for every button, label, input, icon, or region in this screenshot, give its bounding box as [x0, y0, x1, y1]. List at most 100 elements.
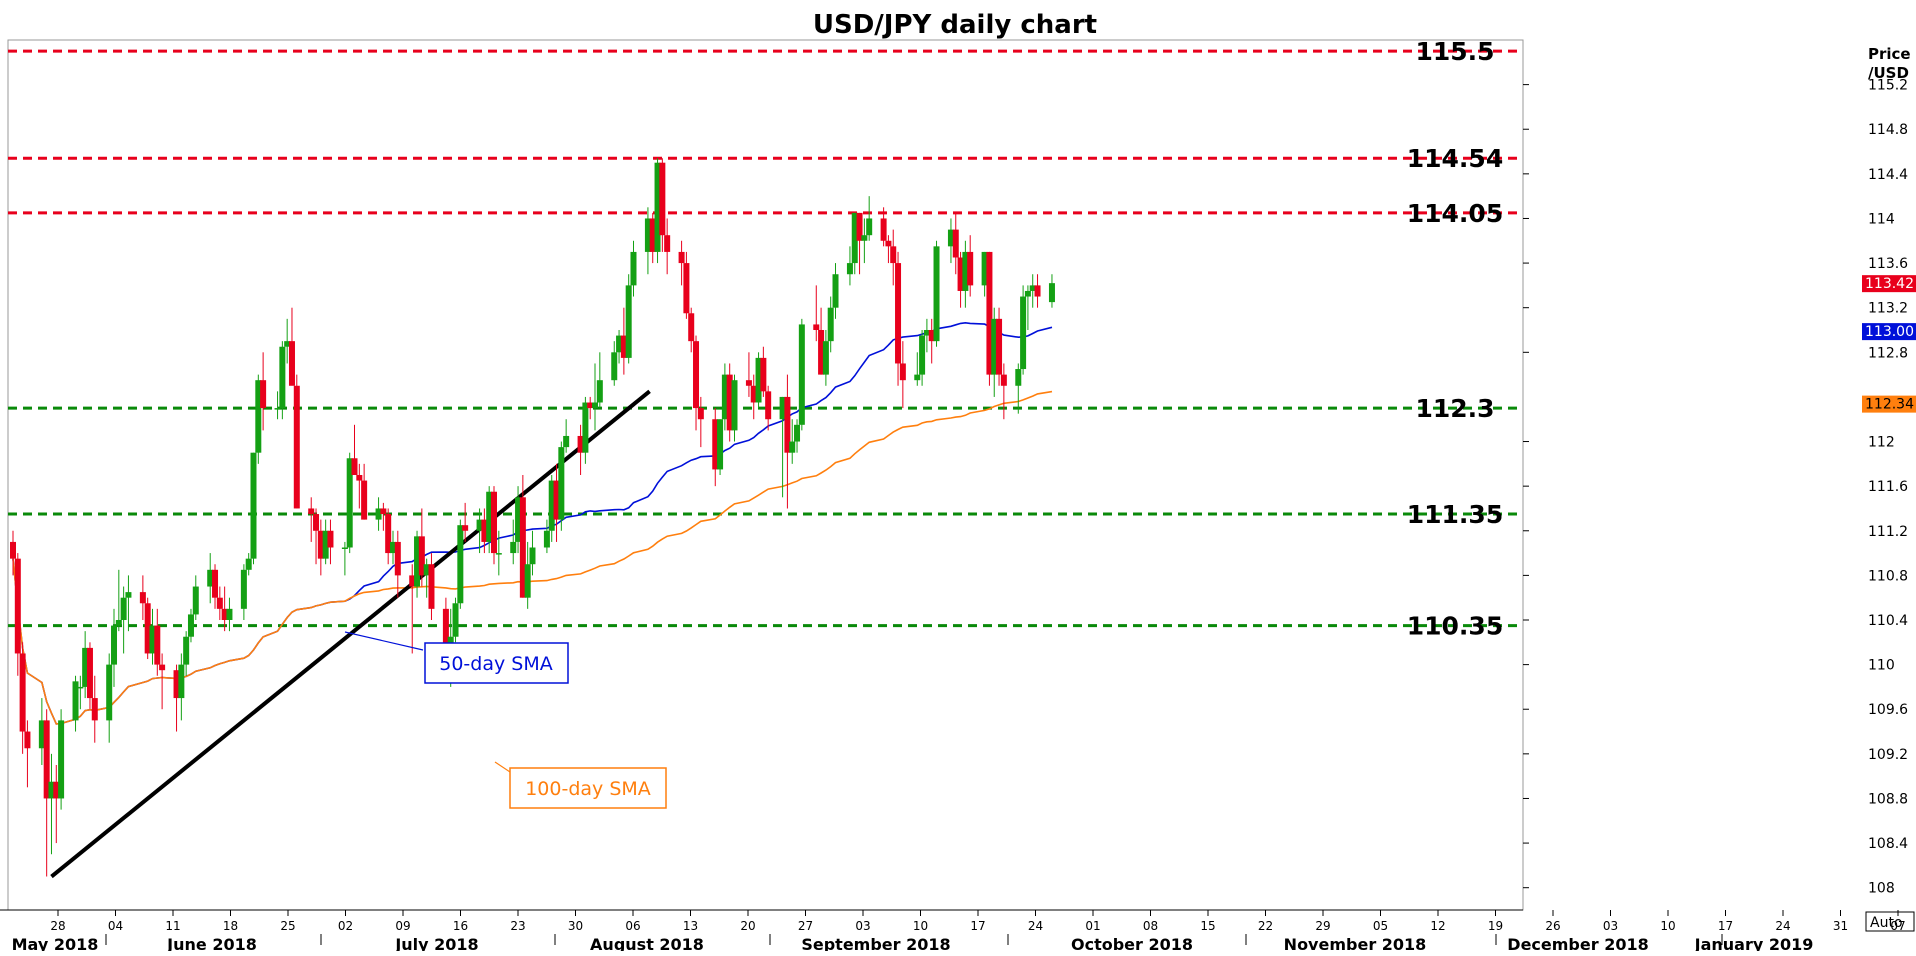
candle-body	[341, 547, 348, 549]
candle	[592, 363, 599, 431]
candle-body	[154, 625, 161, 665]
candle	[563, 419, 570, 453]
x-tick-label: 23	[510, 919, 525, 933]
y-tick-label: 115.2	[1868, 78, 1908, 94]
level-label: 111.35	[1407, 500, 1503, 529]
candle-body	[654, 162, 661, 252]
candle-body	[476, 519, 483, 531]
candle	[952, 212, 959, 275]
candle	[693, 335, 700, 431]
candle-body	[697, 408, 704, 420]
candle	[947, 218, 954, 264]
candle	[760, 346, 767, 397]
price-badge-label: 113.42	[1865, 276, 1914, 292]
candle-body	[952, 229, 959, 258]
candle-body	[125, 592, 132, 598]
x-tick-label: 27	[798, 919, 813, 933]
x-tick-label: 18	[223, 919, 238, 933]
candle	[577, 424, 584, 475]
candle	[48, 753, 55, 855]
candle-body	[48, 781, 55, 799]
candle	[683, 251, 690, 319]
candle	[625, 274, 632, 364]
candle	[861, 218, 868, 264]
level-label: 112.3	[1415, 394, 1494, 423]
candle	[856, 212, 863, 275]
candle	[327, 519, 334, 565]
candle	[582, 396, 589, 464]
candle-body	[409, 575, 416, 587]
candle-body	[216, 597, 223, 609]
candle	[226, 597, 233, 632]
candle-body	[529, 547, 536, 565]
candle-body	[933, 246, 940, 342]
candle-body	[649, 218, 656, 252]
candle-body	[120, 597, 127, 620]
candle	[813, 285, 820, 342]
candle	[846, 246, 853, 286]
candle-body	[923, 330, 930, 336]
candle-body	[914, 374, 921, 381]
candle	[346, 452, 353, 554]
candle	[322, 519, 329, 565]
x-tick-label: 04	[108, 919, 123, 933]
candle	[72, 675, 79, 732]
x-month-label: June 2018	[166, 935, 257, 951]
candle-body	[822, 341, 829, 375]
candle	[86, 642, 93, 710]
candle	[250, 452, 257, 565]
candle	[524, 541, 531, 609]
candle	[923, 318, 930, 353]
auto-scale-button[interactable]	[1865, 911, 1915, 932]
candle-body	[106, 664, 113, 721]
candle	[928, 318, 935, 364]
candle	[115, 569, 122, 632]
candle-body	[293, 385, 300, 509]
candle-body	[996, 318, 1003, 375]
candle	[765, 385, 772, 431]
candle	[274, 391, 281, 420]
x-tick-label: 10	[1660, 919, 1675, 933]
y-tick-label: 112.8	[1868, 345, 1908, 361]
candle-body	[846, 263, 853, 275]
candle-body	[625, 285, 632, 358]
candle	[933, 240, 940, 347]
candle-body	[394, 541, 401, 576]
candle-body	[457, 525, 464, 604]
candle-body	[548, 480, 555, 531]
candle	[851, 212, 858, 275]
candle	[750, 374, 757, 420]
candle	[77, 675, 84, 710]
candle-body	[644, 218, 651, 252]
y-axis-label-unit: /USD	[1868, 64, 1909, 82]
candle	[245, 553, 252, 576]
y-tick-label: 114.4	[1868, 167, 1908, 183]
candle	[745, 352, 752, 397]
candle-body	[688, 313, 695, 342]
x-month-label: May 2018	[12, 935, 99, 951]
candle	[515, 486, 522, 554]
y-tick-label: 108	[1868, 881, 1895, 897]
candle-body	[159, 664, 166, 671]
candle	[409, 564, 416, 654]
candle	[159, 653, 166, 710]
candle-body	[611, 352, 618, 381]
sma-50-pointer	[344, 631, 424, 651]
candle	[43, 709, 50, 877]
candle	[616, 330, 623, 364]
candle	[19, 642, 26, 754]
candle	[53, 765, 60, 844]
x-tick-label: 22	[1258, 919, 1273, 933]
candle	[308, 497, 315, 542]
candle-body	[818, 330, 825, 375]
candle-body	[890, 246, 897, 264]
candle-body	[58, 720, 65, 799]
candle	[178, 653, 185, 721]
candle	[187, 608, 194, 643]
candle	[553, 463, 560, 542]
y-tick-label: 114.8	[1868, 122, 1908, 138]
price-badge	[1862, 323, 1916, 341]
candle-body	[1029, 285, 1036, 291]
candle	[24, 720, 31, 788]
